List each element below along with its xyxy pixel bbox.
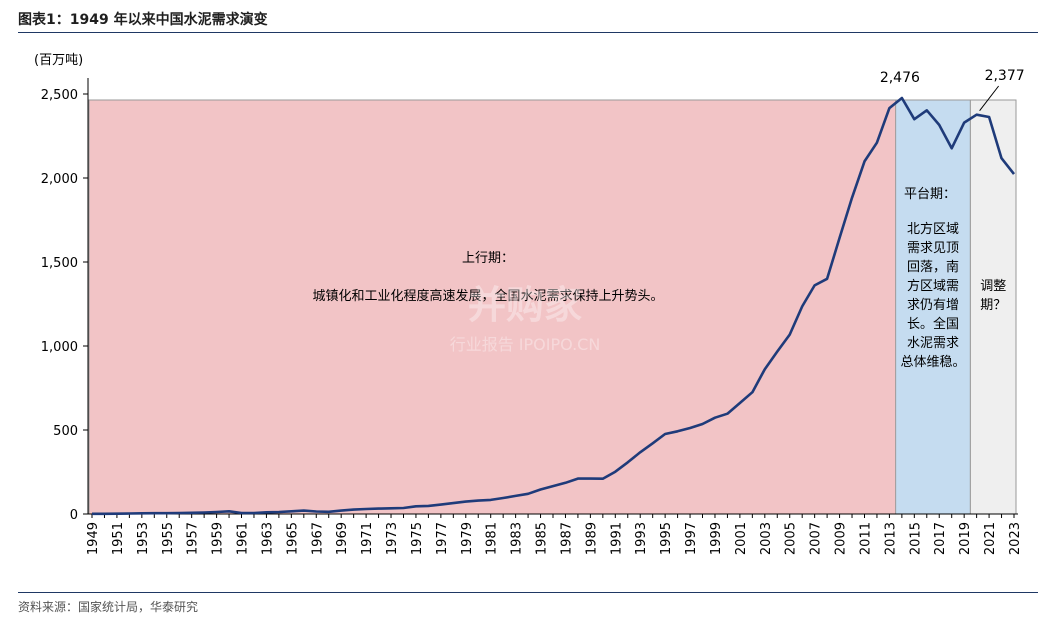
annotation-value-2020: 2,377 <box>985 68 1025 84</box>
cement-demand-chart: 上行期： 城镇化和工业化程度高速发展，全国水泥需求保持上升势头。 平台期： 北方区域需… <box>34 53 1025 555</box>
x-tick-label: 2007 <box>809 522 824 555</box>
x-tick-label: 1963 <box>260 522 275 555</box>
x-tick-label: 2019 <box>958 522 973 555</box>
phase-plateau-line: 北方区域 <box>907 221 959 237</box>
x-tick-label: 2017 <box>933 522 948 555</box>
y-tick-label: 2,000 <box>41 172 78 187</box>
x-tick-label: 2001 <box>734 522 749 555</box>
y-axis-label: (百万吨) <box>34 53 83 68</box>
figure-title: 图表1：1949 年以来中国水泥需求演变 <box>18 12 268 28</box>
x-tick-label: 2011 <box>858 522 873 555</box>
x-tick-label: 1955 <box>161 522 176 555</box>
x-tick-label: 2015 <box>908 522 923 555</box>
phase-plateau-line: 求仍有增 <box>907 298 959 313</box>
x-tick-label: 1993 <box>634 522 649 555</box>
annotation-layer: 2,476 2,377 <box>880 68 1025 111</box>
cement-demand-line <box>92 96 1016 516</box>
x-tick-label: 1949 <box>86 522 101 555</box>
y-tick-label: 1,500 <box>41 256 78 271</box>
phase-rect-plateau <box>895 99 971 515</box>
x-tick-label: 1957 <box>186 522 201 555</box>
x-tick-label: 1951 <box>111 522 126 555</box>
y-tick-label: 2,500 <box>41 88 78 103</box>
y-tick-label: 1,000 <box>41 340 78 355</box>
phase-plateau-line: 需求见顶 <box>907 241 959 256</box>
x-tick-label: 1971 <box>360 522 375 555</box>
x-tick-label: 2009 <box>834 522 849 555</box>
watermark-subtitle: 行业报告 IPOIPO.CN <box>450 335 601 354</box>
x-tick-label: 2023 <box>1008 522 1023 555</box>
y-tick-label: 0 <box>70 508 78 523</box>
x-tick-label: 1995 <box>659 522 674 555</box>
phase-plateau-line: 总体维稳。 <box>901 354 966 370</box>
phase-uptrend-title: 上行期： <box>462 251 514 266</box>
x-tick-label: 1975 <box>410 522 425 555</box>
x-tick-label: 2005 <box>784 522 799 555</box>
phase-regions: 上行期： 城镇化和工业化程度高速发展，全国水泥需求保持上升势头。 平台期： 北方区域需… <box>88 99 1017 515</box>
watermark: 并购家 行业报告 IPOIPO.CN <box>450 283 601 354</box>
x-tick-label: 1989 <box>584 522 599 555</box>
phase-plateau-line: 水泥需求 <box>907 336 959 351</box>
x-tick-label: 1953 <box>136 522 151 555</box>
phase-rect-uptrend <box>88 99 902 515</box>
title-divider <box>18 32 1038 33</box>
x-tick-label: 1965 <box>285 522 300 555</box>
source-divider <box>18 592 1038 593</box>
x-tick-label: 2021 <box>983 522 998 555</box>
x-tick-label: 2013 <box>883 522 898 555</box>
phase-plateau-line: 方区域需 <box>907 278 959 294</box>
x-tick-label: 1967 <box>310 522 325 555</box>
x-tick-label: 1961 <box>236 522 251 555</box>
annotation-leader-2020 <box>979 85 1000 111</box>
x-tick-label: 1983 <box>510 522 525 555</box>
x-tick-label: 1973 <box>385 522 400 555</box>
source-note: 资料来源：国家统计局，华泰研究 <box>18 600 199 614</box>
x-tick-label: 1987 <box>559 522 574 555</box>
series-line-layer <box>92 96 1016 516</box>
y-tick-label: 500 <box>53 424 78 439</box>
x-tick-label: 1981 <box>485 522 500 555</box>
annotation-peak-2014: 2,476 <box>880 70 920 86</box>
x-tick-label: 1991 <box>609 522 624 555</box>
phase-plateau-line: 长。全国 <box>907 316 959 332</box>
x-tick-label: 1959 <box>211 522 226 555</box>
x-tick-label: 1977 <box>435 522 450 555</box>
phase-plateau-title: 平台期： <box>904 187 956 202</box>
phase-adjustment-line: 调整 <box>980 279 1006 294</box>
x-tick-label: 2003 <box>759 522 774 555</box>
phase-plateau-line: 回落，南 <box>907 259 959 275</box>
phase-uptrend-text: 城镇化和工业化程度高速发展，全国水泥需求保持上升势头。 <box>312 288 663 304</box>
phase-adjustment-line: 期？ <box>980 298 1006 313</box>
x-tick-label: 1985 <box>535 522 550 555</box>
x-tick-label: 1997 <box>684 522 699 555</box>
x-tick-label: 1999 <box>709 522 724 555</box>
x-tick-label: 1969 <box>335 522 350 555</box>
x-tick-label: 1979 <box>460 522 475 555</box>
watermark-brand: 并购家 <box>468 283 582 327</box>
